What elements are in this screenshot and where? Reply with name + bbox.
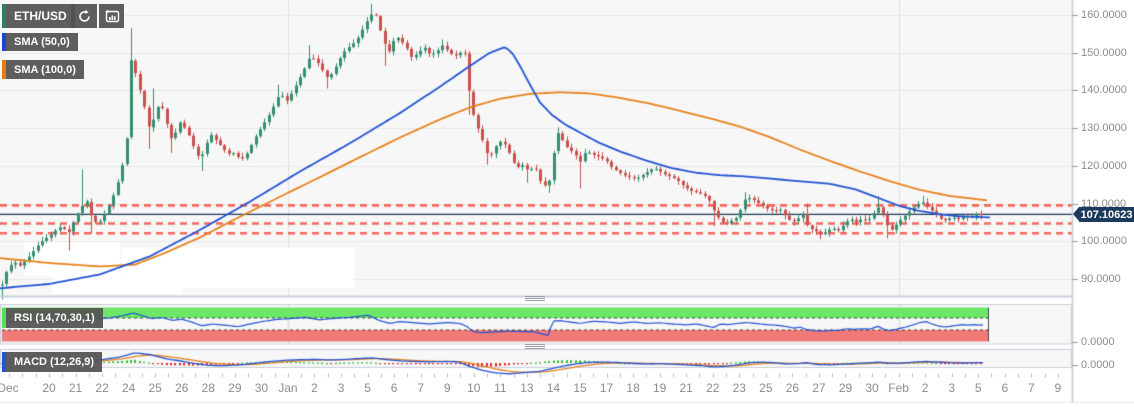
time-axis-label: 27 xyxy=(812,381,826,395)
time-axis-label: 10 xyxy=(467,381,481,395)
time-axis-label: 21 xyxy=(679,381,693,395)
price-axis-label: 100.0000 xyxy=(1081,235,1127,248)
refresh-button[interactable] xyxy=(71,4,97,28)
time-axis-label: 17 xyxy=(599,381,614,395)
time-axis-label: 9 xyxy=(443,381,451,395)
time-axis-label: 26 xyxy=(175,381,189,395)
time-axis-label: Feb xyxy=(888,381,909,395)
time-axis-label: 26 xyxy=(785,381,800,395)
time-axis-label: 19 xyxy=(652,381,667,395)
time-axis-label: 3 xyxy=(337,381,345,395)
macd-zero-label: 0.0000 xyxy=(1081,359,1115,371)
time-axis-label: 23 xyxy=(732,381,746,395)
sma100-label: SMA (100,0) xyxy=(14,63,76,76)
rsi-badge: RSI (14,70,30,1) xyxy=(2,308,103,328)
rsi-label: RSI (14,70,30,1) xyxy=(14,312,95,324)
time-axis-label: 13 xyxy=(520,381,534,395)
time-axis-label: 24 xyxy=(121,381,136,395)
time-axis-label: Jan xyxy=(278,381,298,395)
time-axis-label: 30 xyxy=(865,381,879,395)
time-axis-label: 7 xyxy=(1028,381,1035,395)
time-axis-label: 22 xyxy=(706,381,720,395)
time-axis-label: 28 xyxy=(201,381,215,395)
time-axis-label: 14 xyxy=(546,381,561,395)
time-axis-label: 29 xyxy=(228,381,242,395)
symbol-label: ETH/USD xyxy=(14,9,67,23)
time-axis-label: 20 xyxy=(42,381,56,395)
sma100-accent-bar xyxy=(2,60,6,79)
macd-badge: MACD (12,26,9) xyxy=(2,352,103,372)
panel-drag-handle-rsi-macd[interactable] xyxy=(525,344,545,345)
price-axis-label: 160.0000 xyxy=(1081,9,1127,21)
current-price-badge: 107.10623 xyxy=(1073,207,1134,222)
price-axis-label: 110.0000 xyxy=(1081,197,1127,210)
time-axis-label: 2 xyxy=(311,381,318,395)
time-axis-label: 6 xyxy=(1001,381,1009,395)
price-axis-label: 130.0000 xyxy=(1081,122,1127,135)
time-axis-label: 21 xyxy=(68,381,83,395)
price-axis-label: 140.0000 xyxy=(1081,84,1127,97)
panel-drag-handle-main-rsi[interactable] xyxy=(525,296,545,297)
time-axis-label: 25 xyxy=(759,381,773,395)
sma50-accent-bar xyxy=(2,33,6,51)
time-axis-label: 11 xyxy=(494,381,507,395)
sma50-label: SMA (50,0) xyxy=(14,36,70,48)
price-badge-arrow-icon xyxy=(1073,207,1079,221)
price-axis-label: 120.0000 xyxy=(1081,159,1127,172)
current-price-label: 107.10623 xyxy=(1080,208,1133,221)
price-axis-label: 150.0000 xyxy=(1081,46,1127,59)
time-axis-label: 5 xyxy=(364,381,371,395)
symbol-accent-bar xyxy=(2,4,6,28)
time-axis-label: 18 xyxy=(626,381,640,395)
sma100-badge: SMA (100,0) xyxy=(2,60,84,79)
time-axis-label: 25 xyxy=(148,381,162,395)
rsi-zero-label: 0.0000 xyxy=(1081,336,1115,348)
macd-accent-bar xyxy=(2,352,6,372)
restore-chart-button[interactable] xyxy=(99,4,124,28)
time-axis-label: 30 xyxy=(254,381,269,395)
time-axis-label: 5 xyxy=(974,381,982,395)
macd-label: MACD (12,26,9) xyxy=(14,356,95,368)
chart-restore-icon xyxy=(104,9,120,23)
time-axis-label: 22 xyxy=(95,381,109,395)
time-axis-label: 6 xyxy=(390,381,398,395)
time-axis-label: 29 xyxy=(838,381,853,395)
price-axis-label: 90.0000 xyxy=(1081,272,1121,285)
time-axis-label: 7 xyxy=(417,381,425,395)
time-axis-label: 3 xyxy=(948,381,956,395)
time-axis-label: 9 xyxy=(1054,381,1062,395)
time-axis-label: 2 xyxy=(921,381,929,395)
time-axis-label: Dec xyxy=(0,381,19,395)
time-axis-label: 15 xyxy=(573,381,587,395)
sma50-badge: SMA (50,0) xyxy=(2,33,78,51)
rsi-accent-bar xyxy=(2,308,6,328)
symbol-badge: ETH/USD xyxy=(2,4,75,28)
refresh-icon xyxy=(77,9,92,24)
